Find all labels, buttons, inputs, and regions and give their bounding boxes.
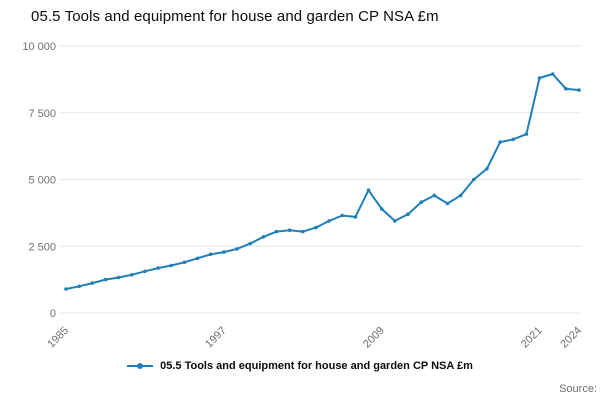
- y-axis-labels: 0 2 500 5 000 7 500 10 000: [22, 41, 56, 320]
- legend-marker-dot: [137, 363, 144, 369]
- x-tick-label: 2009: [361, 325, 387, 351]
- y-tick-label: 0: [50, 308, 56, 320]
- data-point-marker: [393, 219, 397, 223]
- data-point-marker: [301, 229, 305, 234]
- data-point-marker: [472, 177, 476, 182]
- data-point-marker: [550, 72, 555, 76]
- x-axis-labels: 1985 1997 2009 2021 2024: [45, 325, 584, 351]
- data-point-marker: [485, 167, 489, 171]
- legend-label: 05.5 Tools and equipment for house and g…: [160, 360, 473, 372]
- data-point-marker: [379, 207, 384, 211]
- data-point-marker: [498, 140, 502, 144]
- series-markers-group: [64, 72, 581, 291]
- y-tick-label: 10 000: [22, 41, 56, 53]
- data-point-marker: [195, 256, 200, 261]
- y-tick-label: 2 500: [28, 241, 56, 253]
- data-point-marker: [77, 284, 81, 289]
- gridlines: [60, 45, 581, 314]
- y-tick-label: 5 000: [28, 175, 56, 187]
- x-tick-label: 2024: [558, 325, 584, 351]
- y-tick-label: 7 500: [28, 108, 56, 120]
- data-point-marker: [511, 137, 515, 142]
- data-point-marker: [116, 275, 121, 280]
- data-point-marker: [90, 281, 95, 285]
- data-point-marker: [274, 229, 279, 234]
- data-point-marker: [432, 193, 437, 198]
- data-point-marker: [103, 277, 108, 282]
- data-point-marker: [353, 215, 358, 219]
- data-point-marker: [406, 212, 410, 216]
- data-point-marker: [445, 201, 450, 206]
- legend-item[interactable]: 05.5 Tools and equipment for house and g…: [127, 360, 473, 372]
- series-line-group: [65, 73, 580, 290]
- data-point-marker: [64, 287, 68, 291]
- chart-title: 05.5 Tools and equipment for house and g…: [31, 8, 439, 25]
- legend: 05.5 Tools and equipment for house and g…: [0, 360, 600, 372]
- legend-line-marker-icon: [127, 363, 154, 369]
- data-point-marker: [564, 86, 568, 91]
- data-point-marker: [366, 188, 371, 192]
- data-point-marker: [235, 247, 239, 251]
- data-point-marker: [222, 250, 226, 254]
- x-tick-label: 2021: [519, 325, 545, 351]
- data-point-marker: [537, 76, 542, 80]
- data-point-marker: [156, 266, 160, 270]
- data-point-marker: [169, 263, 173, 268]
- x-tick-label: 1985: [45, 325, 71, 351]
- series-line: [65, 73, 580, 290]
- data-point-marker: [577, 88, 581, 92]
- data-point-marker: [314, 225, 318, 230]
- line-chart: 0 2 500 5 000 7 500 10 000 1985 1997 2009 2021 2…: [22, 41, 584, 351]
- data-point-marker: [261, 235, 266, 239]
- data-point-marker: [130, 273, 134, 277]
- data-point-marker: [419, 200, 424, 204]
- data-point-marker: [327, 219, 331, 223]
- source-label: Source:: [559, 383, 597, 395]
- data-point-marker: [182, 260, 187, 265]
- data-point-marker: [248, 241, 252, 246]
- x-tick-label: 1997: [203, 325, 229, 351]
- data-point-marker: [524, 132, 529, 136]
- data-point-marker: [287, 228, 292, 232]
- data-point-marker: [208, 252, 213, 257]
- data-point-marker: [458, 193, 463, 198]
- data-point-marker: [340, 213, 345, 218]
- data-point-marker: [143, 269, 147, 274]
